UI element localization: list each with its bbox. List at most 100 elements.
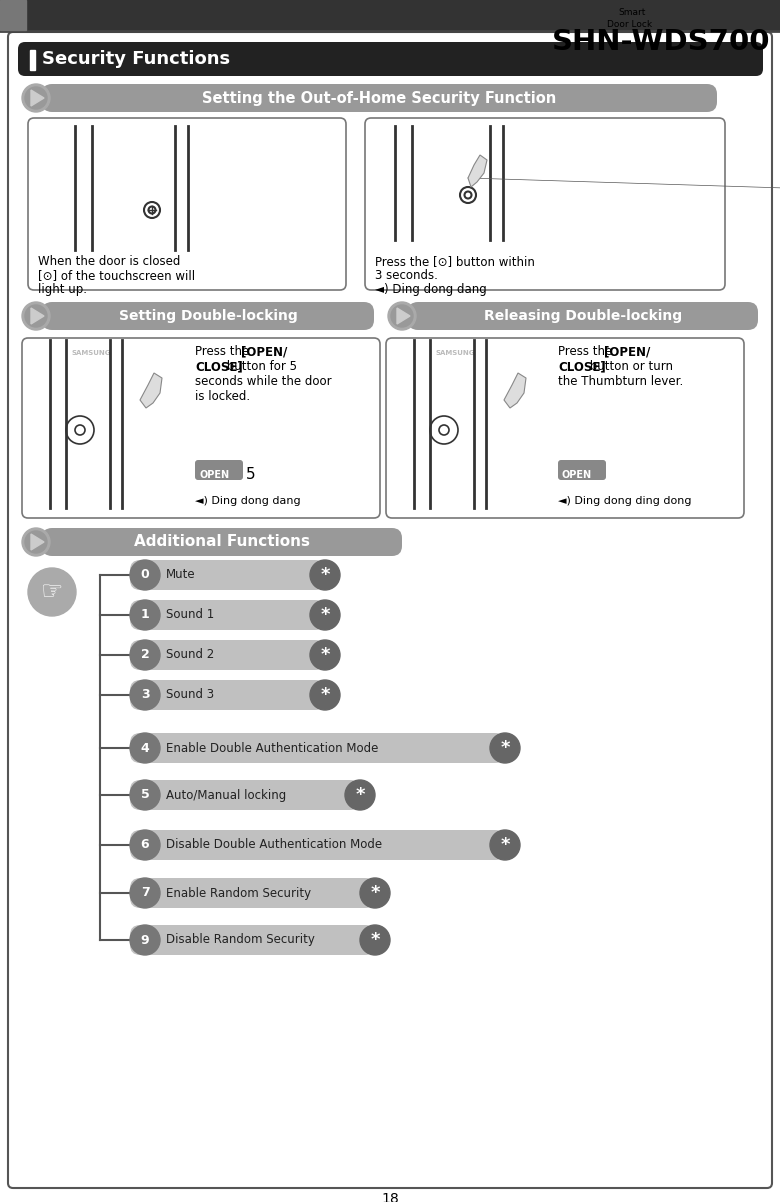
Circle shape [130,600,160,630]
Text: Sound 3: Sound 3 [166,689,214,702]
FancyBboxPatch shape [130,733,505,763]
Polygon shape [397,308,410,325]
FancyBboxPatch shape [42,302,374,331]
Text: 4: 4 [140,742,150,755]
Polygon shape [31,90,44,106]
FancyBboxPatch shape [558,460,606,480]
Circle shape [25,531,47,553]
Text: 3: 3 [140,689,149,702]
FancyBboxPatch shape [130,639,325,670]
Circle shape [391,305,413,327]
Text: OPEN: OPEN [199,470,229,480]
Text: [⊙] of the touchscreen will: [⊙] of the touchscreen will [38,269,195,282]
Polygon shape [140,373,162,407]
Circle shape [130,831,160,859]
Polygon shape [468,155,487,188]
Text: Sound 1: Sound 1 [166,608,214,621]
Text: Mute: Mute [166,569,196,582]
Text: When the door is closed: When the door is closed [38,255,180,268]
Text: 0: 0 [140,569,150,582]
Text: *: * [321,686,330,704]
Circle shape [360,877,390,908]
Text: *: * [500,837,510,853]
Text: light up.: light up. [38,282,87,296]
Text: 1: 1 [140,608,150,621]
Text: SAMSUNG: SAMSUNG [436,350,476,356]
Text: *: * [321,566,330,584]
Text: ☞: ☞ [41,581,63,603]
FancyBboxPatch shape [18,42,763,76]
Text: SAMSUNG: SAMSUNG [72,350,112,356]
Text: Security Functions: Security Functions [42,50,230,69]
Text: seconds while the door: seconds while the door [195,375,332,388]
Text: [OPEN/: [OPEN/ [241,345,287,358]
Circle shape [310,560,340,590]
Text: Press the [⊙] button within: Press the [⊙] button within [375,255,535,268]
Text: 5: 5 [140,789,150,802]
Text: ◄︎) Ding dong ding dong: ◄︎) Ding dong ding dong [558,496,692,506]
Circle shape [22,84,50,112]
FancyBboxPatch shape [130,831,505,859]
Circle shape [130,877,160,908]
Polygon shape [31,308,44,325]
Circle shape [360,926,390,956]
FancyBboxPatch shape [130,560,325,590]
Text: *: * [321,645,330,664]
Text: *: * [370,883,380,902]
FancyBboxPatch shape [365,118,725,290]
Text: 18: 18 [381,1192,399,1202]
Text: [OPEN/: [OPEN/ [604,345,651,358]
Text: Setting Double-locking: Setting Double-locking [119,309,297,323]
Circle shape [130,639,160,670]
Text: 2: 2 [140,649,150,661]
Text: *: * [370,932,380,950]
FancyBboxPatch shape [42,84,717,112]
Bar [0,0,780,30]
Text: Press the: Press the [558,345,616,358]
FancyBboxPatch shape [408,302,758,331]
Text: Disable Double Authentication Mode: Disable Double Authentication Mode [166,839,382,851]
Text: Setting the Out-of-Home Security Function: Setting the Out-of-Home Security Functio… [202,90,557,106]
Text: button or turn: button or turn [586,361,672,373]
Text: is locked.: is locked. [195,389,250,403]
Circle shape [28,569,76,615]
Text: Auto/Manual locking: Auto/Manual locking [166,789,286,802]
FancyBboxPatch shape [130,926,375,956]
Circle shape [22,302,50,331]
Text: 5: 5 [246,468,256,482]
Circle shape [130,733,160,763]
Text: OPEN: OPEN [562,470,592,480]
Text: Sound 2: Sound 2 [166,649,214,661]
Circle shape [490,733,520,763]
Text: CLOSE]: CLOSE] [195,361,243,373]
Text: *: * [500,739,510,757]
Text: button for 5: button for 5 [222,361,296,373]
Circle shape [345,780,375,810]
Circle shape [388,302,416,331]
Text: Enable Double Authentication Mode: Enable Double Authentication Mode [166,742,378,755]
Text: ◄︎) Ding dong dang: ◄︎) Ding dong dang [375,282,487,296]
FancyBboxPatch shape [130,877,375,908]
Text: Disable Random Security: Disable Random Security [166,934,315,946]
Circle shape [130,560,160,590]
FancyBboxPatch shape [386,338,744,518]
Circle shape [130,780,160,810]
Text: Door Lock: Door Lock [607,20,652,29]
Circle shape [490,831,520,859]
Text: Enable Random Security: Enable Random Security [166,887,311,899]
Circle shape [130,926,160,956]
Circle shape [25,87,47,109]
Circle shape [25,305,47,327]
Text: CLOSE]: CLOSE] [558,361,606,373]
FancyBboxPatch shape [8,32,772,1188]
Text: *: * [355,786,365,804]
FancyBboxPatch shape [195,460,243,480]
Text: 6: 6 [140,839,149,851]
Text: SHN-WDS700: SHN-WDS700 [551,28,770,56]
FancyBboxPatch shape [130,780,360,810]
Text: Press the: Press the [195,345,253,358]
Text: Smart: Smart [618,8,645,17]
Text: the Thumbturn lever.: the Thumbturn lever. [558,375,683,388]
Text: Releasing Double-locking: Releasing Double-locking [484,309,682,323]
Circle shape [310,639,340,670]
